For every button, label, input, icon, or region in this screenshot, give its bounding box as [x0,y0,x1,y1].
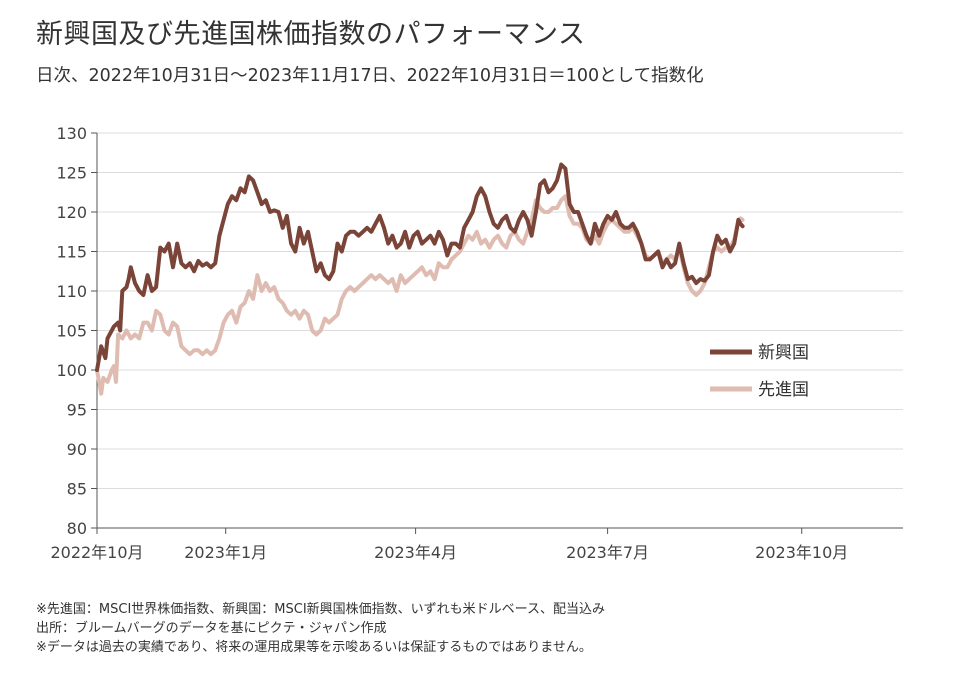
y-axis-ticks: 80 85 90 95 100 105 110 115 120 125 130 [56,124,97,538]
chart-title: 新興国及び先進国株価指数のパフォーマンス [36,19,586,50]
y-tick-label: 110 [56,282,87,301]
footnote-source-definition: ※先進国：MSCI世界株価指数、新興国：MSCI新興国株価指数、いずれも米ドルベ… [36,602,606,617]
legend-label: 新興国 [758,343,809,363]
y-tick-label: 80 [67,519,87,538]
footnote-disclaimer: ※データは過去の実績であり、将来の運用成果等を示唆あるいは保証するものではありま… [36,640,592,655]
y-tick-label: 100 [56,361,87,380]
y-tick-label: 105 [56,322,87,341]
footnotes: ※先進国：MSCI世界株価指数、新興国：MSCI新興国株価指数、いずれも米ドルベ… [36,600,605,657]
x-tick-label: 2023年1月 [184,543,267,562]
y-tick-label: 95 [67,401,87,420]
y-tick-label: 90 [67,440,87,459]
x-tick-label: 2023年7月 [566,543,649,562]
legend-label: 先進国 [758,380,809,400]
chart-subtitle: 日次、2022年10月31日～2023年11月17日、2022年10月31日＝1… [36,66,704,86]
y-tick-label: 130 [56,124,87,143]
footnote-data-source: 出所：ブルームバーグのデータを基にピクテ・ジャパン作成 [36,621,387,636]
x-tick-label: 2023年10月 [755,543,848,562]
y-tick-label: 115 [56,243,87,262]
y-tick-label: 120 [56,203,87,222]
x-tick-label: 2023年4月 [374,543,457,562]
series-line-先進国 [95,194,745,396]
series-line-新興国 [95,162,745,372]
gridlines [97,132,903,489]
x-axis-ticks: 2022年10月 2023年1月 2023年4月 2023年7月 2023年10月 [50,528,848,562]
x-tick-label: 2022年10月 [50,543,143,562]
y-tick-label: 85 [67,480,87,499]
series-lines [95,162,745,396]
y-tick-label: 125 [56,164,87,183]
